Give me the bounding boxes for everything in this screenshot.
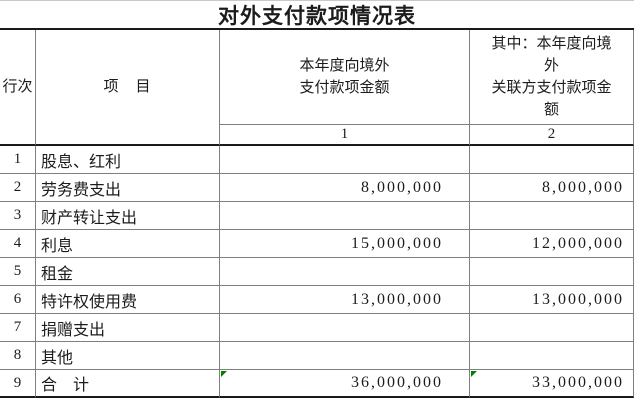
row-number-cell[interactable]: 3 <box>0 202 36 230</box>
row-number-cell[interactable]: 7 <box>0 314 36 342</box>
amount-cell[interactable] <box>470 146 634 174</box>
formula-indicator-icon <box>221 371 227 377</box>
total-amount-value: 33,000,000 <box>532 374 624 391</box>
total-amount-cell[interactable]: 36,000,000 <box>220 370 470 398</box>
item-cell-rent[interactable]: 租金 <box>36 258 220 286</box>
column-index-1[interactable]: 1 <box>220 125 470 146</box>
column-index-2[interactable]: 2 <box>470 125 634 146</box>
amount-cell[interactable] <box>470 258 634 286</box>
header-amount-paid-related-parties[interactable]: 其中：本年度向境 外 关联方支付款项金 额 <box>470 30 634 125</box>
amount-cell[interactable]: 15,000,000 <box>220 230 470 258</box>
total-amount-cell[interactable]: 33,000,000 <box>470 370 634 398</box>
amount-cell[interactable] <box>220 314 470 342</box>
amount-cell[interactable] <box>220 146 470 174</box>
amount-cell[interactable] <box>220 258 470 286</box>
item-cell-interest[interactable]: 利息 <box>36 230 220 258</box>
item-cell-labor-fees[interactable]: 劳务费支出 <box>36 174 220 202</box>
amount-cell[interactable] <box>470 202 634 230</box>
item-cell-royalties[interactable]: 特许权使用费 <box>36 286 220 314</box>
table-title-cell[interactable]: 对外支付款项情况表 <box>0 0 634 30</box>
item-cell-property-transfer[interactable]: 财产转让支出 <box>36 202 220 230</box>
row-number-cell[interactable]: 1 <box>0 146 36 174</box>
row-number-cell[interactable]: 8 <box>0 342 36 370</box>
header-row-number[interactable]: 行次 <box>0 30 36 146</box>
amount-cell[interactable] <box>470 314 634 342</box>
formula-indicator-icon <box>471 371 477 377</box>
amount-cell[interactable]: 13,000,000 <box>470 286 634 314</box>
item-cell-donations[interactable]: 捐赠支出 <box>36 314 220 342</box>
item-cell-other[interactable]: 其他 <box>36 342 220 370</box>
row-number-cell[interactable]: 2 <box>0 174 36 202</box>
row-number-cell[interactable]: 5 <box>0 258 36 286</box>
amount-cell[interactable]: 8,000,000 <box>220 174 470 202</box>
amount-cell[interactable] <box>220 342 470 370</box>
item-cell-dividends[interactable]: 股息、红利 <box>36 146 220 174</box>
amount-cell[interactable]: 8,000,000 <box>470 174 634 202</box>
total-amount-value: 36,000,000 <box>351 374 443 391</box>
amount-cell[interactable] <box>470 342 634 370</box>
amount-cell[interactable]: 12,000,000 <box>470 230 634 258</box>
amount-cell[interactable]: 13,000,000 <box>220 286 470 314</box>
item-cell-total[interactable]: 合 计 <box>36 370 220 398</box>
header-amount-paid-abroad[interactable]: 本年度向境外 支付款项金额 <box>220 30 470 125</box>
row-number-cell[interactable]: 9 <box>0 370 36 398</box>
header-item[interactable]: 项 目 <box>36 30 220 146</box>
row-number-cell[interactable]: 4 <box>0 230 36 258</box>
amount-cell[interactable] <box>220 202 470 230</box>
row-number-cell[interactable]: 6 <box>0 286 36 314</box>
